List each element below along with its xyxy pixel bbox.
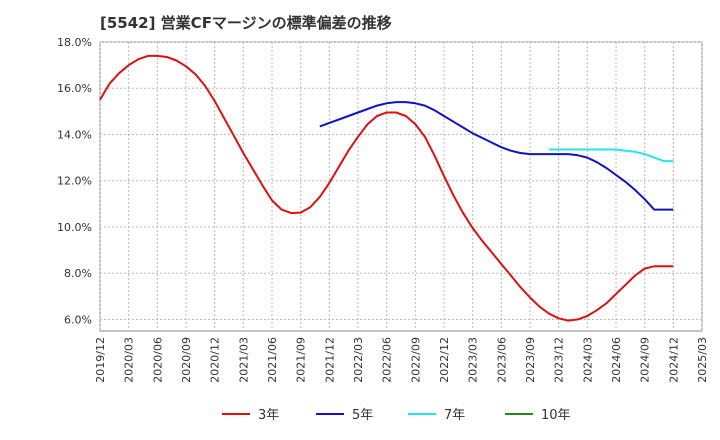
x-tick-label: 2023/09 <box>524 337 537 383</box>
x-tick-label: 2020/06 <box>151 337 164 383</box>
x-tick-label: 2024/03 <box>581 337 594 383</box>
legend-label-3: 7年 <box>444 408 465 423</box>
y-tick-label: 14.0% <box>57 128 92 141</box>
legend-label-2: 5年 <box>352 408 373 423</box>
x-tick-label: 2021/09 <box>295 337 308 383</box>
y-tick-label: 6.0% <box>64 313 92 326</box>
x-tick-label: 2024/09 <box>639 337 652 383</box>
x-tick-label: 2020/09 <box>180 337 193 383</box>
y-tick-label: 16.0% <box>57 82 92 95</box>
x-tick-label: 2019/12 <box>94 337 107 383</box>
x-tick-label: 2022/09 <box>409 337 422 383</box>
y-tick-label: 18.0% <box>57 36 92 49</box>
legend-label-4: 10年 <box>541 408 571 423</box>
x-tick-label: 2022/06 <box>381 337 394 383</box>
x-tick-label: 2024/06 <box>610 337 623 383</box>
x-tick-label: 2024/12 <box>667 337 680 383</box>
x-tick-label: 2025/03 <box>696 337 709 383</box>
x-tick-label: 2022/03 <box>352 337 365 383</box>
x-tick-label: 2022/12 <box>438 337 451 383</box>
x-tick-label: 2021/03 <box>237 337 250 383</box>
x-tick-label: 2023/06 <box>495 337 508 383</box>
series-line-2 <box>319 101 674 211</box>
plot-area <box>99 41 703 332</box>
chart-title: [5542] 営業CFマージンの標準偏差の推移 <box>100 14 392 32</box>
y-tick-label: 12.0% <box>57 175 92 188</box>
x-tick-label: 2020/03 <box>123 337 136 383</box>
x-tick-label: 2021/06 <box>266 337 279 383</box>
x-tick-label: 2021/12 <box>323 337 336 383</box>
x-tick-label: 2020/12 <box>209 337 222 383</box>
x-tick-label: 2023/12 <box>553 337 566 383</box>
legend-label-1: 3年 <box>258 408 279 423</box>
y-tick-label: 8.0% <box>64 267 92 280</box>
y-tick-label: 10.0% <box>57 221 92 234</box>
series-line-1 <box>99 54 674 322</box>
series-line-3 <box>549 148 674 163</box>
x-tick-label: 2023/03 <box>467 337 480 383</box>
